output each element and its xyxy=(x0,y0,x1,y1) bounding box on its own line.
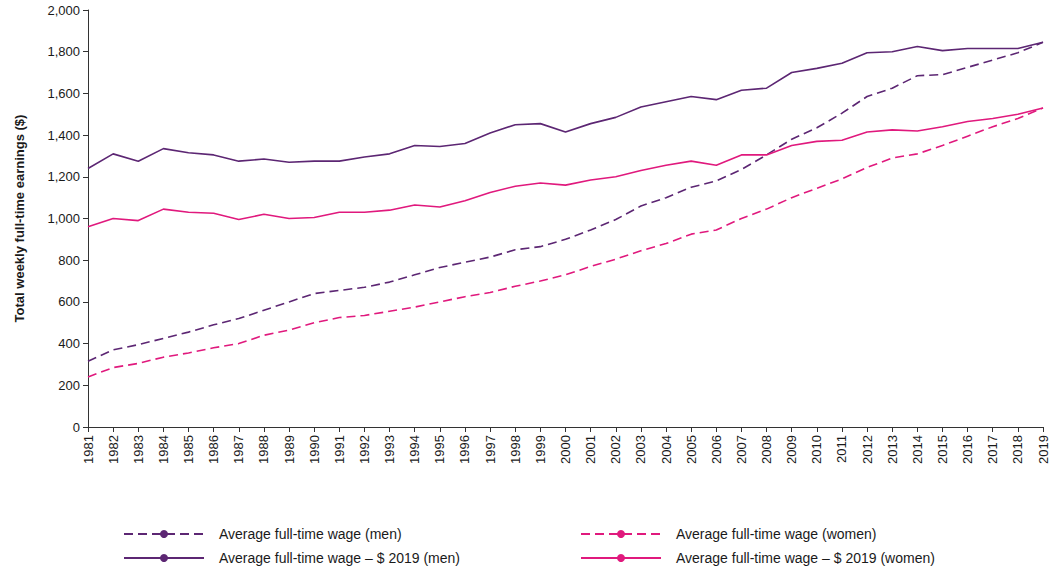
svg-text:1987: 1987 xyxy=(231,435,246,464)
svg-text:200: 200 xyxy=(58,378,80,393)
svg-text:1,400: 1,400 xyxy=(47,128,80,143)
svg-text:1996: 1996 xyxy=(457,435,472,464)
svg-text:2010: 2010 xyxy=(809,435,824,464)
svg-text:1,000: 1,000 xyxy=(47,211,80,226)
svg-text:1,200: 1,200 xyxy=(47,169,80,184)
svg-text:Average full-time wage (men): Average full-time wage (men) xyxy=(219,526,402,542)
svg-text:1990: 1990 xyxy=(307,435,322,464)
svg-text:Total weekly full-time earning: Total weekly full-time earnings ($) xyxy=(12,115,27,323)
svg-text:2009: 2009 xyxy=(784,435,799,464)
svg-text:1999: 1999 xyxy=(533,435,548,464)
svg-text:1991: 1991 xyxy=(332,435,347,464)
svg-text:1992: 1992 xyxy=(357,435,372,464)
svg-text:2008: 2008 xyxy=(759,435,774,464)
svg-text:Average full-time wage – $ 201: Average full-time wage – $ 2019 (women) xyxy=(676,550,935,566)
svg-text:2002: 2002 xyxy=(608,435,623,464)
svg-text:2001: 2001 xyxy=(583,435,598,464)
svg-text:1988: 1988 xyxy=(256,435,271,464)
svg-text:1994: 1994 xyxy=(407,435,422,464)
svg-text:2012: 2012 xyxy=(860,435,875,464)
svg-text:2014: 2014 xyxy=(910,435,925,464)
svg-text:1995: 1995 xyxy=(432,435,447,464)
svg-text:1981: 1981 xyxy=(81,435,96,464)
svg-text:1989: 1989 xyxy=(282,435,297,464)
svg-text:2017: 2017 xyxy=(985,435,1000,464)
svg-text:2007: 2007 xyxy=(734,435,749,464)
svg-text:2018: 2018 xyxy=(1010,435,1025,464)
svg-text:2,000: 2,000 xyxy=(47,3,80,18)
svg-text:1993: 1993 xyxy=(382,435,397,464)
svg-text:1997: 1997 xyxy=(483,435,498,464)
svg-text:1986: 1986 xyxy=(206,435,221,464)
svg-text:1,800: 1,800 xyxy=(47,44,80,59)
svg-text:1998: 1998 xyxy=(508,435,523,464)
svg-text:1982: 1982 xyxy=(106,435,121,464)
svg-text:1984: 1984 xyxy=(156,435,171,464)
svg-text:1983: 1983 xyxy=(131,435,146,464)
svg-text:2004: 2004 xyxy=(659,435,674,464)
svg-text:800: 800 xyxy=(58,253,80,268)
svg-text:2000: 2000 xyxy=(558,435,573,464)
svg-text:2013: 2013 xyxy=(885,435,900,464)
svg-text:1985: 1985 xyxy=(181,435,196,464)
svg-text:2006: 2006 xyxy=(709,435,724,464)
svg-text:0: 0 xyxy=(73,420,80,435)
svg-text:2016: 2016 xyxy=(960,435,975,464)
svg-text:2015: 2015 xyxy=(935,435,950,464)
svg-text:400: 400 xyxy=(58,336,80,351)
svg-text:600: 600 xyxy=(58,294,80,309)
svg-text:1,600: 1,600 xyxy=(47,86,80,101)
svg-text:Average full-time wage (women): Average full-time wage (women) xyxy=(676,526,877,542)
svg-text:Average full-time wage – $ 201: Average full-time wage – $ 2019 (men) xyxy=(219,550,460,566)
svg-text:2019: 2019 xyxy=(1036,435,1051,464)
svg-text:2011: 2011 xyxy=(834,435,849,463)
svg-text:2003: 2003 xyxy=(633,435,648,464)
svg-text:2005: 2005 xyxy=(684,435,699,464)
